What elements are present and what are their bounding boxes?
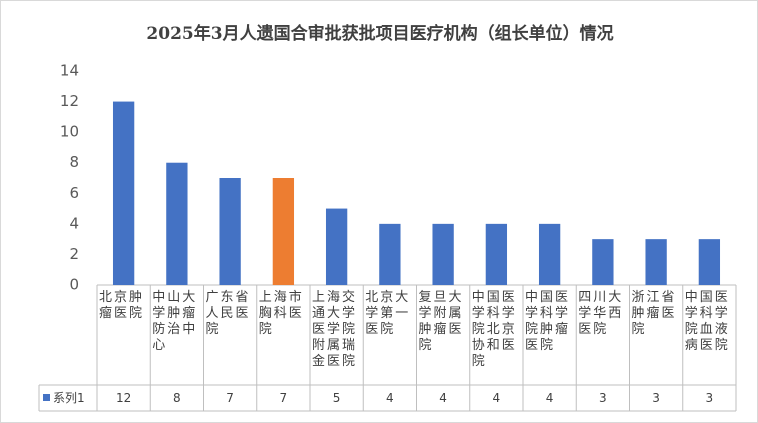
table-value: 4 — [545, 391, 554, 405]
y-tick-label: 10 — [60, 123, 79, 141]
table-value: 4 — [492, 391, 501, 405]
table-value: 5 — [332, 391, 341, 405]
x-tick-label: 浙江省肿瘤医院 — [631, 290, 677, 337]
bar — [645, 239, 667, 285]
y-tick-label: 8 — [69, 153, 79, 171]
legend-key — [43, 394, 50, 401]
table-value: 3 — [652, 391, 660, 405]
y-tick-label: 12 — [60, 92, 79, 110]
bar — [166, 162, 188, 285]
bar — [698, 239, 721, 285]
table-value: 7 — [279, 391, 288, 405]
table-value: 12 — [115, 391, 132, 405]
x-tick-label: 中国医学科学院北京协和医院 — [471, 290, 517, 369]
table-value: 3 — [599, 391, 607, 405]
x-tick-label: 上海交通大学医学院附属瑞金医院 — [312, 290, 358, 369]
table-value: 3 — [705, 391, 714, 405]
x-tick-label: 中国医学科学院肿瘤医院 — [525, 290, 571, 353]
table-value: 7 — [226, 391, 234, 405]
table-value: 8 — [173, 391, 181, 405]
y-tick-label: 2 — [69, 245, 79, 263]
bar — [432, 223, 454, 285]
x-tick-label: 中山大学肿瘤防治中心 — [152, 290, 198, 353]
bar — [538, 223, 561, 285]
bar — [325, 208, 348, 285]
x-tick-label: 复旦大学附属肿瘤医院 — [418, 290, 464, 353]
bar — [272, 178, 295, 285]
x-tick-label: 四川大学华西医院 — [578, 290, 624, 337]
bar — [485, 223, 508, 285]
x-tick-label: 北京大学第一医院 — [365, 290, 411, 337]
y-tick-label: 4 — [69, 214, 79, 232]
table-value: 4 — [386, 391, 394, 405]
y-tick-label: 0 — [69, 276, 79, 294]
bar — [379, 223, 401, 285]
table-value: 4 — [439, 391, 447, 405]
x-tick-label: 广东省人民医院 — [205, 290, 251, 337]
bar — [112, 101, 135, 285]
x-tick-label: 北京肿瘤医院 — [99, 290, 145, 321]
bar — [592, 239, 614, 285]
y-tick-label: 14 — [60, 62, 79, 80]
x-tick-label: 中国医学科学院血液病医院 — [684, 290, 730, 353]
x-tick-label: 上海市胸科医院 — [258, 290, 304, 337]
legend-label: 系列1 — [53, 391, 85, 405]
bar — [219, 178, 241, 285]
chart-title: 2025年3月人遗国合审批获批项目医疗机构（组长单位）情况 — [146, 24, 614, 44]
y-tick-label: 6 — [69, 184, 79, 202]
